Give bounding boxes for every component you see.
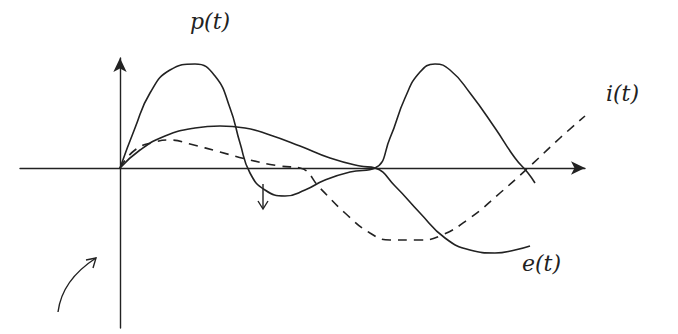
svg-text:i(t): i(t) [606, 81, 639, 106]
svg-text:e(t): e(t) [522, 251, 561, 276]
svg-text:p(t): p(t) [190, 9, 230, 34]
